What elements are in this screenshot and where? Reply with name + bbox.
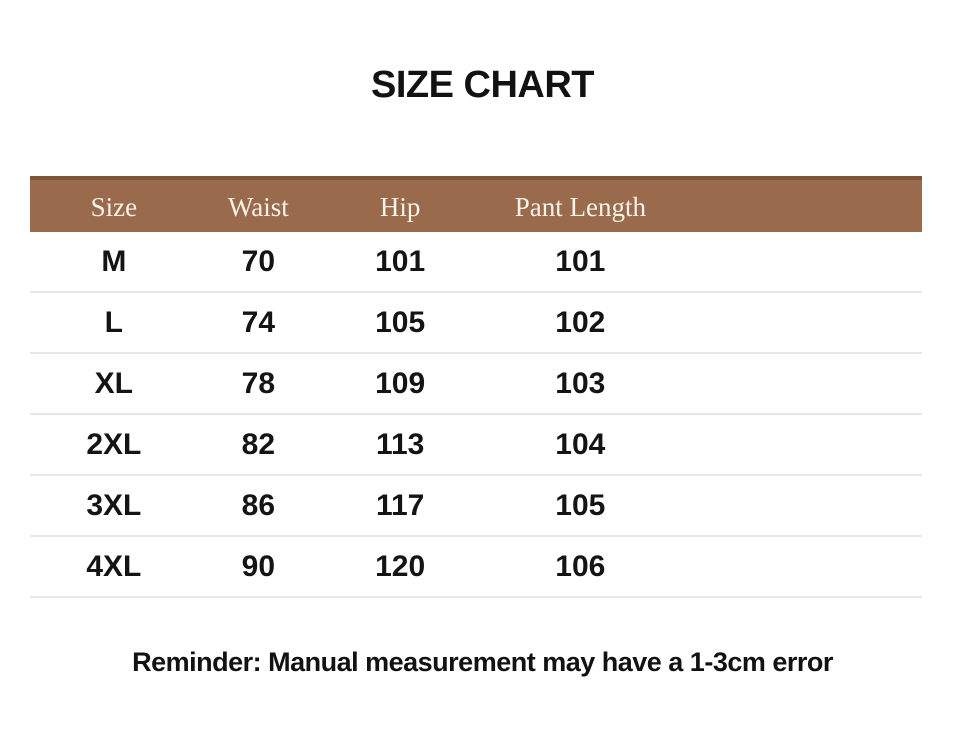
table-row: 4XL 90 120 106 <box>30 537 922 598</box>
waist-value: 74 <box>241 305 276 339</box>
pant-length-value: 101 <box>555 244 606 278</box>
measurement-reminder: Reminder: Manual measurement may have a … <box>132 647 833 677</box>
hip-value: 113 <box>375 427 425 461</box>
waist-value: 78 <box>241 366 276 400</box>
size-value: 2XL <box>86 427 142 461</box>
size-value: L <box>104 305 123 339</box>
table-row: 2XL 82 113 104 <box>30 415 922 476</box>
table-row: 3XL 86 117 105 <box>30 476 922 537</box>
table-header-row: Size Waist Hip Pant Length <box>30 176 922 232</box>
pant-length-value: 105 <box>555 488 606 522</box>
waist-value: 82 <box>241 427 276 461</box>
column-header-pant-length: Pant Length <box>514 191 646 222</box>
page-title: SIZE CHART <box>371 64 595 106</box>
size-value: XL <box>94 366 134 400</box>
pant-length-value: 103 <box>555 366 606 400</box>
table-row: M 70 101 101 <box>30 232 922 293</box>
waist-value: 90 <box>241 549 276 583</box>
table-row: XL 78 109 103 <box>30 354 922 415</box>
hip-value: 101 <box>375 244 426 278</box>
pant-length-value: 104 <box>555 427 606 461</box>
pant-length-value: 106 <box>555 549 606 583</box>
column-header-hip: Hip <box>379 191 421 222</box>
hip-value: 105 <box>375 305 426 339</box>
hip-value: 117 <box>375 488 425 522</box>
column-header-size: Size <box>90 191 138 222</box>
hip-value: 120 <box>375 549 426 583</box>
column-header-spacer <box>679 205 922 207</box>
column-header-waist: Waist <box>227 191 289 222</box>
pant-length-value: 102 <box>555 305 606 339</box>
hip-value: 109 <box>375 366 426 400</box>
waist-value: 86 <box>241 488 276 522</box>
size-table: Size Waist Hip Pant Length M 70 101 101 … <box>30 176 922 598</box>
waist-value: 70 <box>241 244 276 278</box>
table-row: L 74 105 102 <box>30 293 922 354</box>
size-value: 3XL <box>86 488 142 522</box>
size-value: M <box>101 244 127 278</box>
size-value: 4XL <box>86 549 142 583</box>
